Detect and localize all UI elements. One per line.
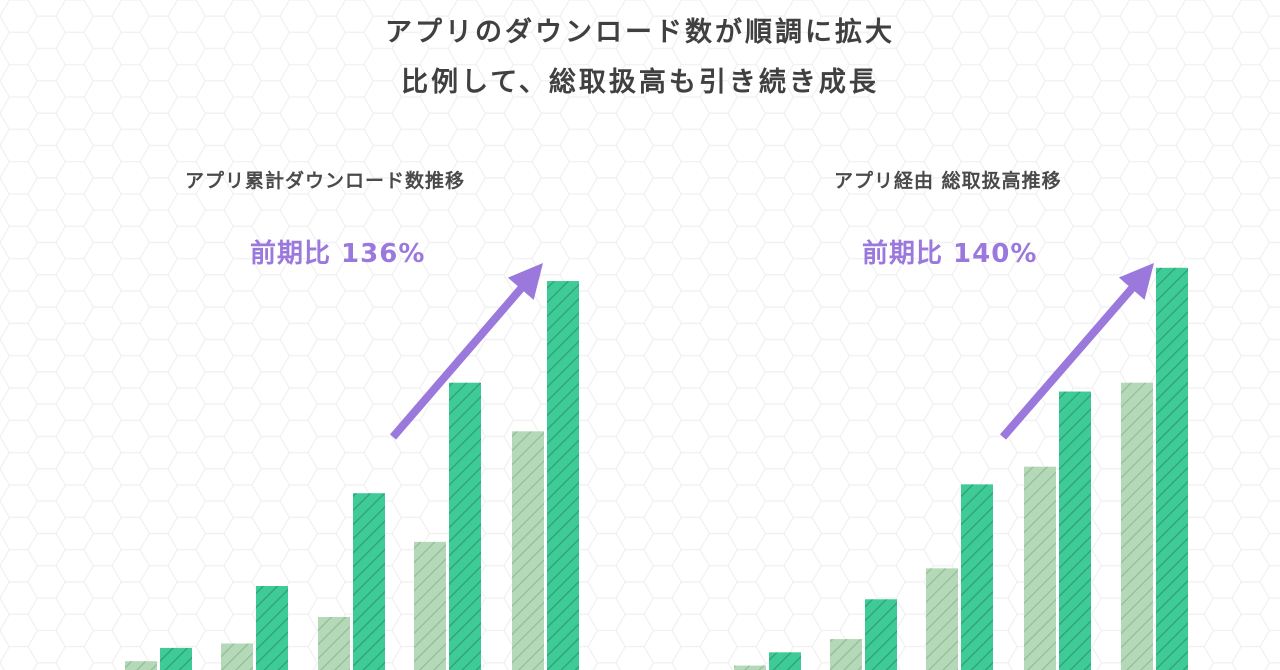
trend-arrow-line-chart1 xyxy=(389,284,526,440)
bar-chart1-series1-1 xyxy=(125,661,157,670)
bar-chart2-series1-1 xyxy=(734,665,766,670)
bar-chart1-series2-2 xyxy=(256,586,288,670)
bar-chart2-series2-3 xyxy=(961,484,993,670)
trend-arrow-head-chart1 xyxy=(507,263,543,300)
chart-title-downloads: アプリ累計ダウンロード数推移 xyxy=(185,170,466,192)
bar-chart1-series2-1 xyxy=(160,647,192,670)
headline-line-2: 比例して、総取扱高も引き続き成長 xyxy=(401,67,879,98)
bar-chart2-series2-1 xyxy=(769,652,801,670)
bar-chart2-series1-5 xyxy=(1121,382,1153,670)
bar-chart2-series1-3 xyxy=(926,568,958,670)
bar-chart1-series1-3 xyxy=(318,616,350,670)
growth-label-gmv: 前期比 140% xyxy=(862,239,1038,269)
chart-title-gmv: アプリ経由 総取扱高推移 xyxy=(834,170,1062,192)
bar-chart2-series2-2 xyxy=(865,599,897,670)
bar-chart1-series1-4 xyxy=(414,541,446,670)
bar-chart1-series2-4 xyxy=(449,382,481,670)
bar-chart1-series1-2 xyxy=(221,643,253,670)
bar-chart1-series2-3 xyxy=(353,493,385,670)
bar-chart1-series2-5 xyxy=(547,281,579,670)
bar-chart2-series2-4 xyxy=(1059,391,1091,670)
bar-chart2-series1-2 xyxy=(830,639,862,670)
growth-label-downloads: 前期比 136% xyxy=(250,239,426,269)
trend-arrow-line-chart2 xyxy=(999,284,1137,440)
bar-chart1-series1-5 xyxy=(512,431,544,670)
bar-chart2-series2-5 xyxy=(1156,267,1188,670)
headline-line-1: アプリのダウンロード数が順調に拡大 xyxy=(385,17,895,48)
bar-chart2-series1-4 xyxy=(1024,466,1056,670)
trend-arrow-head-chart2 xyxy=(1118,263,1154,300)
